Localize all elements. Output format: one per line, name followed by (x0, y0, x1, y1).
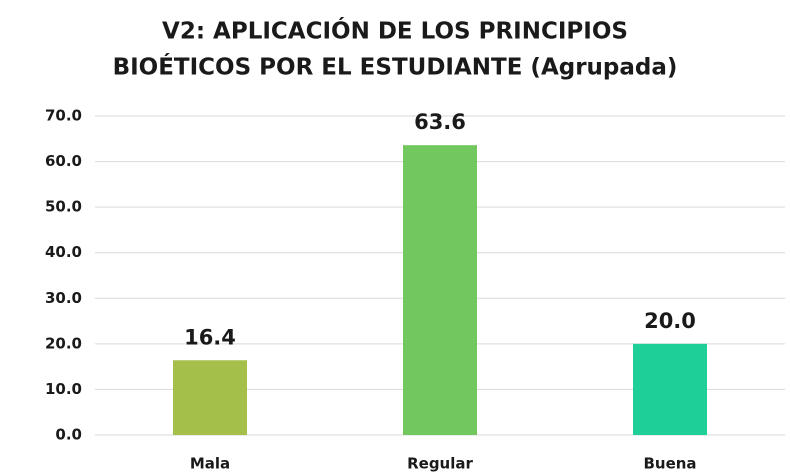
data-label: 63.6 (414, 110, 466, 134)
bar (633, 343, 707, 435)
bar (173, 360, 247, 435)
data-label: 16.4 (184, 325, 236, 349)
y-tick-label: 70.0 (45, 107, 82, 125)
chart-title: BIOÉTICOS POR EL ESTUDIANTE (Agrupada) (113, 53, 678, 81)
chart-title: V2: APLICACIÓN DE LOS PRINCIPIOS (162, 17, 628, 45)
x-tick-label: Mala (190, 455, 230, 473)
y-tick-label: 50.0 (45, 198, 82, 216)
bar (403, 145, 477, 435)
y-tick-label: 20.0 (45, 334, 82, 352)
x-tick-label: Regular (407, 455, 473, 473)
data-label: 20.0 (644, 309, 696, 333)
y-tick-label: 40.0 (45, 243, 82, 261)
y-tick-label: 30.0 (45, 289, 82, 307)
x-tick-label: Buena (643, 455, 696, 473)
y-tick-label: 0.0 (55, 426, 82, 444)
y-tick-label: 60.0 (45, 152, 82, 170)
y-tick-label: 10.0 (45, 380, 82, 398)
